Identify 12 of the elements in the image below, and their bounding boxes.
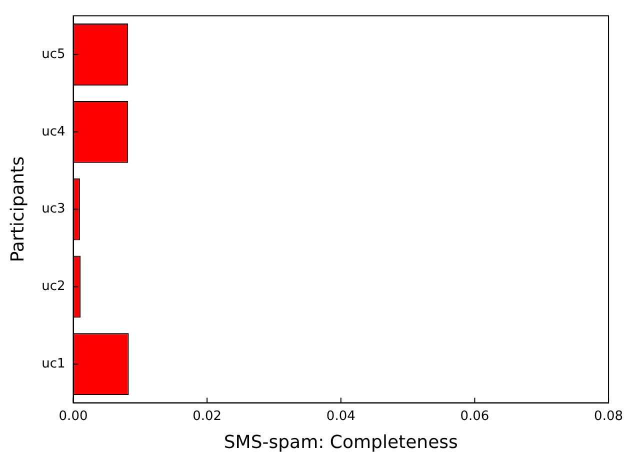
x-tick-label: 0.04 [326, 408, 356, 424]
y-axis-title: Participants [7, 156, 28, 262]
y-tick-label: uc3 [42, 202, 66, 217]
x-tick-label: 0.00 [58, 408, 88, 424]
x-tick-label: 0.06 [460, 408, 490, 424]
x-tick-label: 0.08 [594, 408, 624, 424]
x-tick-label: 0.02 [192, 408, 222, 424]
y-tick-label: uc4 [42, 124, 66, 140]
y-tick-label: uc1 [42, 356, 66, 372]
y-tick-label: uc5 [42, 46, 66, 62]
y-tick-label: uc2 [42, 279, 66, 294]
x-axis-title: SMS-spam: Completeness [224, 432, 458, 453]
